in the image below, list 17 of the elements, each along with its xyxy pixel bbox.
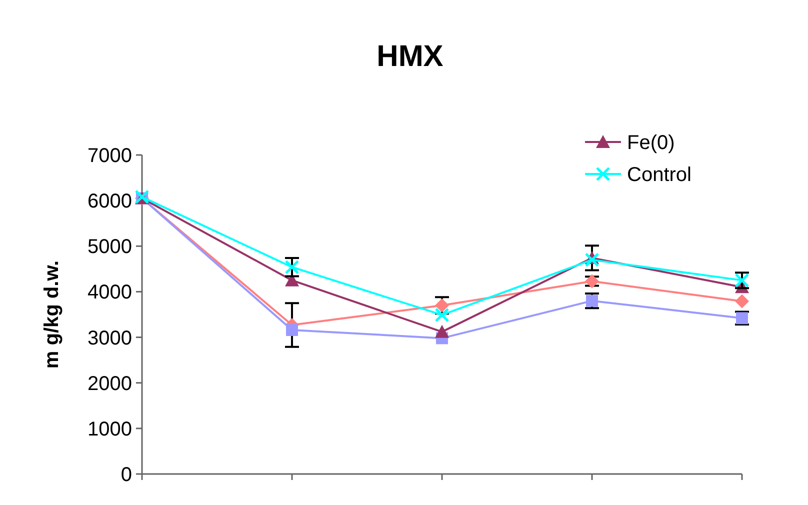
- point: [584, 252, 600, 268]
- y-tick-label: 5000: [88, 236, 132, 258]
- y-tick-label: 2000: [88, 372, 132, 395]
- y-tick-label: 6000: [88, 190, 132, 213]
- y-tick-label: 1000: [88, 418, 132, 440]
- point: [286, 324, 298, 336]
- y-tick-label: 7000: [88, 145, 132, 167]
- point: [434, 308, 450, 322]
- y-axis-title: m g/kg d.w.: [41, 260, 63, 369]
- point: [435, 324, 449, 338]
- chart-title: HMX: [376, 40, 444, 73]
- y-tick-label: 3000: [88, 327, 132, 350]
- y-tick-label: 4000: [88, 282, 132, 304]
- y-tick-label: 0: [120, 464, 132, 486]
- legend-label: Fe(0): [627, 132, 675, 154]
- point: [735, 294, 749, 308]
- legend-label: Control: [627, 164, 692, 186]
